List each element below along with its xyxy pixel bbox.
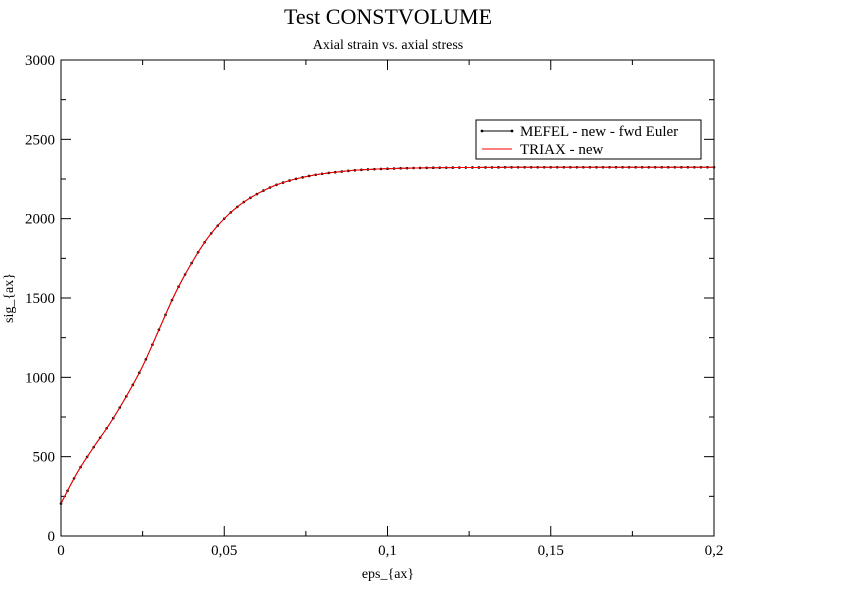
- x-tick-label: 0,05: [211, 543, 237, 559]
- legend-label-mefel: MEFEL - new - fwd Euler: [520, 124, 678, 140]
- y-tick-label: 1000: [25, 370, 55, 386]
- legend-marker-mefel: [480, 129, 484, 133]
- x-tick-label: 0,2: [705, 543, 724, 559]
- x-tick-label: 0,1: [378, 543, 397, 559]
- y-tick-label: 2000: [25, 212, 55, 228]
- chart-title: Test CONSTVOLUME: [284, 4, 492, 29]
- y-tick-label: 1500: [25, 291, 55, 307]
- y-tick-label: 2500: [25, 132, 55, 148]
- legend: MEFEL - new - fwd Euler TRIAX - new: [475, 119, 702, 160]
- x-tick-label: 0: [57, 543, 65, 559]
- y-tick-label: 0: [48, 529, 56, 545]
- y-axis-label: sig_{ax}: [2, 273, 17, 323]
- series-line-triax: [60, 166, 714, 504]
- x-axis-label: eps_{ax}: [362, 567, 414, 582]
- y-tick-label: 3000: [25, 53, 55, 69]
- chart-subtitle: Axial strain vs. axial stress: [313, 38, 463, 53]
- series-group: [59, 165, 716, 505]
- legend-label-triax: TRIAX - new: [520, 142, 603, 158]
- legend-marker-mefel-end: [510, 129, 514, 133]
- series-line-mefel: [60, 166, 714, 504]
- axis-ticks: 0 0,05 0,1 0,15 0,2 0 500 1000 1500 2000 2500 3000: [25, 53, 723, 559]
- x-tick-label: 0,15: [538, 543, 564, 559]
- y-tick-label: 500: [33, 450, 56, 466]
- legend-box: [475, 119, 702, 160]
